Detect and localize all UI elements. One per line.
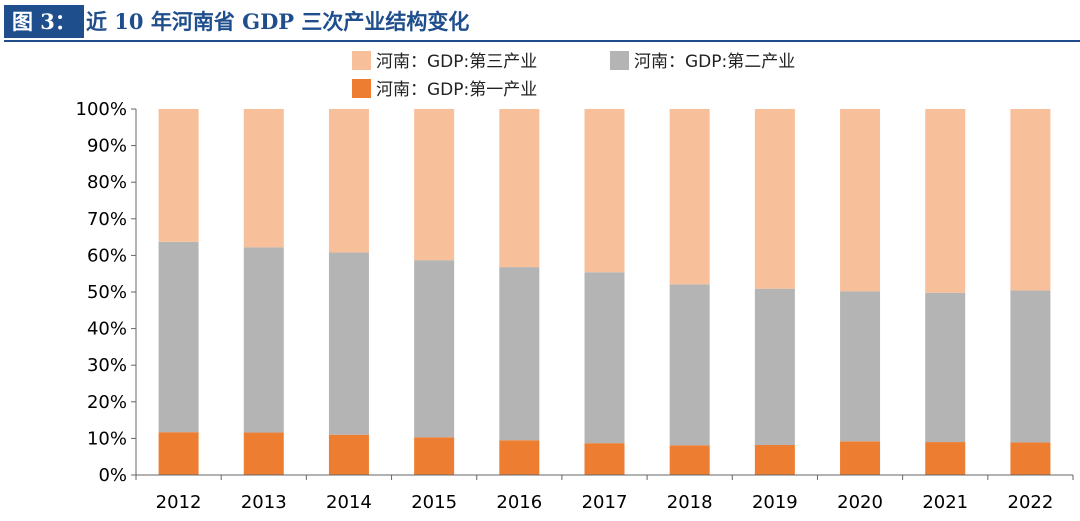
x-tick-label: 2016: [496, 492, 542, 513]
bar-segment: [669, 109, 710, 285]
bar-segment: [328, 252, 369, 435]
bar-segment: [584, 272, 625, 444]
bar-segment: [1010, 290, 1051, 443]
x-tick-label: 2021: [922, 492, 968, 513]
y-tick-label: 30%: [87, 355, 127, 376]
bar-segment: [840, 109, 881, 292]
y-tick-label: 90%: [87, 136, 127, 157]
y-axis: 0% 10% 20% 30% 40% 50% 60% 70% 80% 90% 100%: [76, 99, 137, 486]
y-tick-label: 40%: [87, 319, 127, 340]
bar-segment: [925, 109, 966, 293]
y-tick-label: 20%: [87, 392, 127, 413]
bar-segment: [925, 292, 966, 443]
x-axis: 2012 2013 2014 2015 2016 2017 2018 2019 2020 2021…: [135, 474, 1074, 513]
x-tick-label: 2012: [156, 492, 202, 513]
y-tick-label: 100%: [76, 99, 127, 120]
bar-segment: [499, 440, 540, 475]
bar-segment: [669, 445, 710, 475]
bar-segment: [499, 267, 540, 441]
y-tick-label: 10%: [87, 428, 127, 449]
x-tick-label: 2014: [326, 492, 372, 513]
x-tick-label: 2013: [241, 492, 287, 513]
bar-segment: [1010, 109, 1051, 291]
bar-segment: [158, 109, 199, 242]
bar-segment: [1010, 442, 1051, 475]
bar-segment: [925, 442, 966, 475]
figure-header: 图 3： 近 10 年河南省 GDP 三次产业结构变化: [0, 0, 1080, 44]
bar-segment: [158, 241, 199, 433]
bar-segment: [328, 434, 369, 475]
bar-segment: [754, 288, 795, 445]
bar-segment: [414, 260, 455, 438]
bar-segment: [584, 109, 625, 273]
bar-segment: [584, 443, 625, 475]
y-tick-label: 0%: [98, 465, 127, 486]
legend-swatch: [352, 79, 371, 98]
bar-segment: [754, 109, 795, 289]
legend-label: 河南：GDP:第三产业: [376, 52, 537, 72]
y-tick-label: 60%: [87, 245, 127, 266]
bar-segment: [243, 432, 284, 475]
bar-segment: [840, 441, 881, 475]
figure-label: 图 3：: [4, 5, 84, 38]
legend-swatch: [610, 51, 629, 70]
legend-swatch: [352, 51, 371, 70]
x-tick-label: 2015: [411, 492, 457, 513]
x-tick-label: 2018: [667, 492, 713, 513]
y-tick-label: 70%: [87, 209, 127, 230]
x-tick-label: 2019: [752, 492, 798, 513]
bar-segment: [840, 291, 881, 442]
bar-segment: [243, 109, 284, 248]
bar-segment: [414, 437, 455, 475]
header-rule: [4, 40, 1080, 42]
bar-segment: [243, 247, 284, 433]
bar-group: [158, 109, 1051, 475]
bar-segment: [158, 432, 199, 475]
figure-title: 近 10 年河南省 GDP 三次产业结构变化: [86, 9, 470, 34]
bar-segment: [499, 109, 540, 268]
y-tick-label: 50%: [87, 282, 127, 303]
x-tick-label: 2017: [582, 492, 628, 513]
bar-segment: [669, 284, 710, 446]
legend-label: 河南：GDP:第一产业: [376, 80, 537, 100]
y-tick-label: 80%: [87, 172, 127, 193]
x-tick-label: 2022: [1008, 492, 1054, 513]
legend-label: 河南：GDP:第二产业: [634, 52, 795, 72]
bar-segment: [328, 109, 369, 253]
bar-segment: [754, 444, 795, 475]
bar-segment: [414, 109, 455, 261]
x-tick-label: 2020: [837, 492, 883, 513]
